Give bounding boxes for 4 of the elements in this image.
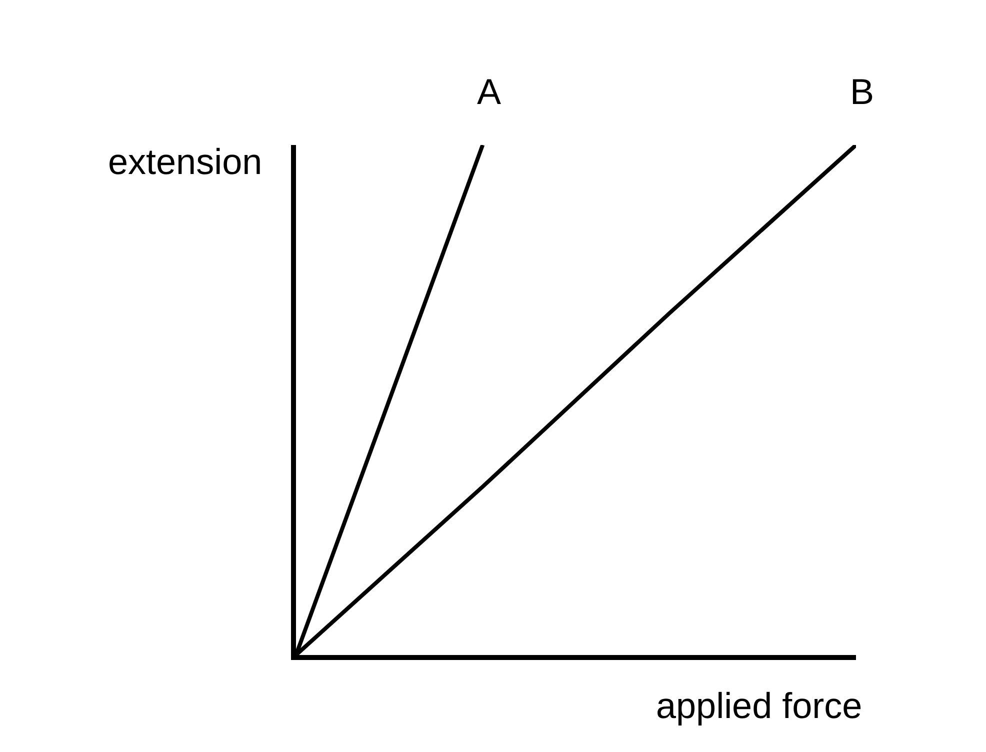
y-axis-title: extension	[108, 141, 262, 182]
series-label: A	[477, 71, 502, 112]
series-label: B	[850, 71, 874, 112]
x-axis-title: applied force	[656, 685, 862, 726]
